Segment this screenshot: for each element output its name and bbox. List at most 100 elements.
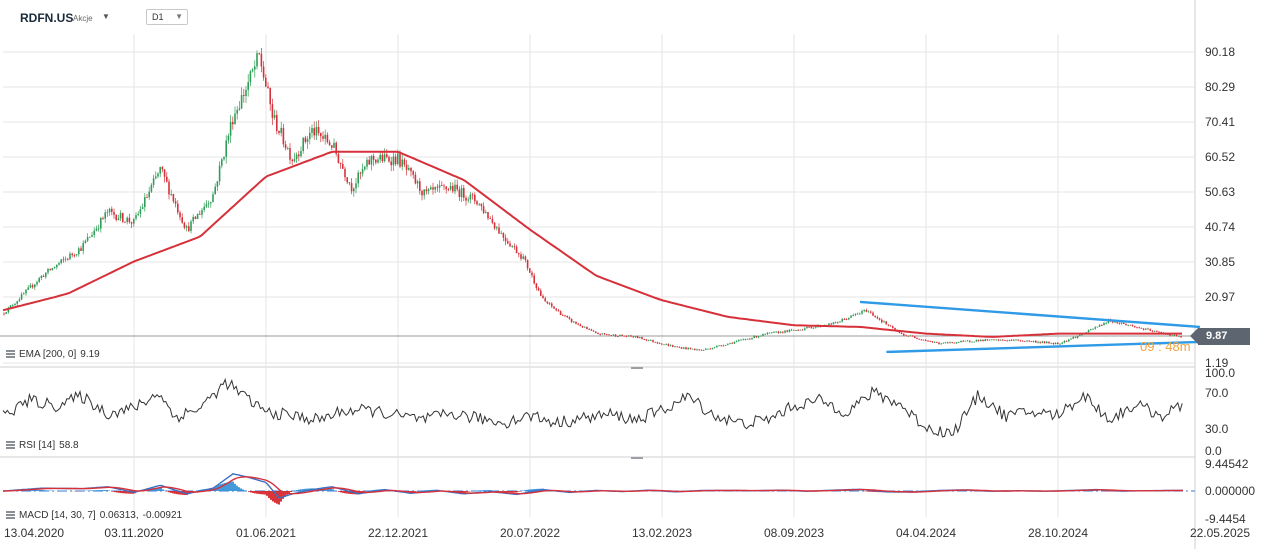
down-candle (570, 318, 573, 323)
macd-hist-down-bar (342, 491, 344, 493)
down-candle (870, 311, 872, 313)
down-candle (678, 346, 681, 348)
up-candle (863, 309, 865, 311)
up-candle (601, 333, 604, 335)
macd-hist-down-bar (180, 491, 182, 495)
down-candle (548, 303, 551, 305)
up-candle (295, 154, 298, 160)
macd-hist-down-bar (282, 491, 284, 499)
down-candle (889, 325, 892, 327)
up-candle (40, 275, 43, 279)
macd-hist-up-bar (234, 483, 236, 491)
up-candle (980, 339, 982, 342)
panel-splitter-handle[interactable] (631, 367, 643, 369)
up-candle (788, 329, 791, 332)
x-tick-label: 03.11.2020 (104, 526, 163, 540)
macd-hist-up-bar (324, 488, 326, 491)
down-candle (577, 323, 579, 325)
macd-hist-up-bar (222, 483, 224, 491)
up-candle (78, 248, 80, 255)
up-candle (185, 226, 188, 228)
up-candle (795, 330, 797, 331)
down-candle (837, 322, 839, 324)
up-candle (302, 137, 304, 152)
up-candle (53, 267, 56, 269)
down-candle (555, 308, 557, 311)
macd-hist-down-bar (468, 491, 470, 492)
up-candle (240, 95, 243, 109)
up-candle (60, 259, 62, 264)
down-candle (911, 335, 914, 337)
menu-icon[interactable] (6, 511, 15, 520)
macd-hist-up-bar (240, 488, 242, 491)
down-candle (463, 188, 465, 198)
up-candle (309, 132, 311, 140)
up-candle (867, 311, 870, 313)
up-candle (804, 328, 806, 330)
symbol-dropdown-icon[interactable]: ▼ (102, 12, 110, 21)
up-candle (1037, 341, 1039, 343)
macd-hist-down-bar (340, 491, 342, 493)
down-candle (782, 331, 784, 333)
macd-hist-down-bar (128, 491, 130, 494)
up-candle (1103, 323, 1105, 326)
down-candle (465, 197, 467, 201)
up-candle (729, 342, 731, 344)
down-candle (590, 329, 593, 331)
timeframe-select[interactable]: D1 ▼ (146, 9, 188, 25)
down-candle (608, 334, 610, 336)
rsi-tick-label: 30.0 (1205, 422, 1229, 436)
up-candle (839, 321, 841, 323)
macd-hist-down-bar (344, 491, 346, 494)
macd-hist-down-bar (266, 491, 268, 496)
down-candle (931, 341, 934, 343)
up-candle (628, 335, 630, 337)
down-candle (328, 142, 331, 146)
macd-hist-down-bar (248, 491, 250, 492)
down-candle (808, 326, 810, 328)
up-candle (1096, 326, 1099, 328)
up-candle (106, 212, 109, 214)
up-candle (751, 337, 753, 340)
up-candle (883, 321, 885, 323)
down-candle (656, 342, 659, 344)
down-candle (31, 285, 34, 288)
down-candle (526, 259, 529, 269)
down-candle (419, 181, 421, 191)
axis-layer: 90.18 80.29 70.41 60.52 50.63 40.74 30.85 20.97… (4, 45, 1255, 540)
up-candle (619, 334, 621, 337)
down-candle (537, 288, 540, 291)
up-candle (1050, 342, 1052, 344)
down-candle (947, 342, 949, 344)
down-candle (661, 343, 663, 345)
down-candle (953, 342, 956, 344)
down-candle (113, 211, 115, 215)
down-candle (641, 337, 643, 340)
up-candle (634, 336, 637, 338)
down-candle (1024, 340, 1026, 342)
up-candle (137, 213, 139, 216)
up-candle (364, 166, 366, 170)
up-candle (1153, 330, 1156, 332)
menu-icon[interactable] (6, 350, 15, 359)
down-candle (564, 315, 566, 317)
up-candle (218, 165, 221, 182)
down-candle (689, 347, 692, 349)
down-candle (623, 335, 626, 337)
up-candle (25, 289, 27, 294)
down-candle (520, 254, 522, 259)
down-candle (936, 342, 938, 343)
up-candle (859, 313, 861, 315)
menu-icon[interactable] (6, 441, 15, 450)
down-candle (531, 272, 533, 276)
up-candle (84, 240, 87, 244)
up-candle (1178, 335, 1180, 337)
down-candle (951, 342, 953, 343)
up-candle (229, 121, 232, 136)
up-candle (234, 113, 236, 125)
macd-hist-up-bar (326, 488, 328, 491)
panel-splitter-handle[interactable] (631, 457, 643, 459)
symbol-name[interactable]: RDFN.US (20, 11, 74, 25)
lower-trendline (886, 340, 1200, 354)
